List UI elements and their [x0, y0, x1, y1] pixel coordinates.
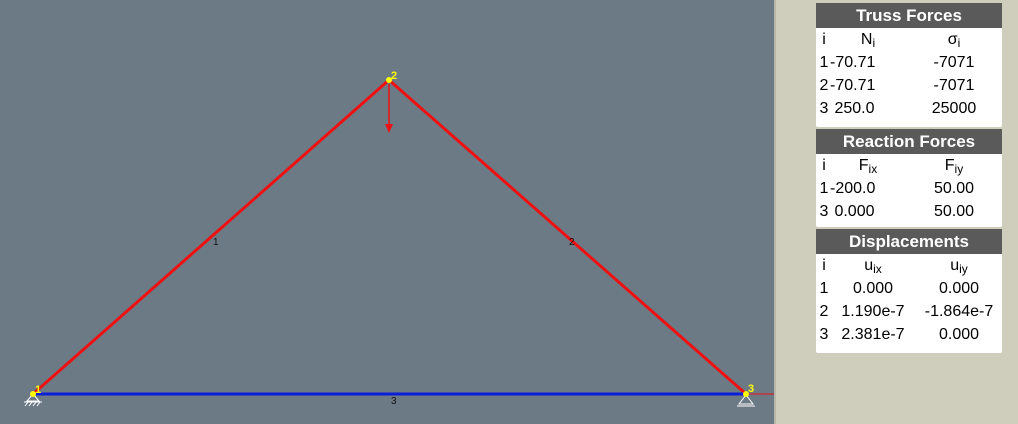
table-row: 3 2.381e-7 0.000	[819, 326, 980, 343]
member-1[interactable]	[32, 78, 390, 396]
table-row: 3 0.000 50.00	[819, 203, 975, 220]
table-row: 2 -70.71 -7071	[819, 77, 975, 94]
node-3[interactable]	[743, 391, 749, 397]
member-label-2: 2	[569, 237, 575, 248]
table-row: 1 0.000 0.000	[819, 280, 980, 297]
node-label-1: 1	[35, 384, 41, 396]
node-2[interactable]	[386, 77, 392, 83]
member-label-1: 1	[213, 237, 219, 248]
pin-support-icon	[24, 393, 42, 407]
table-header-row: i Ni σi	[816, 28, 1002, 51]
col-header-uix: uix	[864, 257, 882, 276]
load-arrow-down-icon	[385, 84, 393, 133]
truss-forces-table: i Ni σi 1 -70.71 -7071 2 -70.71 -7071 3 …	[816, 28, 1002, 120]
node-1[interactable]	[30, 391, 36, 397]
col-header-i: i	[822, 157, 826, 174]
col-header-axial-force: Ni	[860, 31, 876, 50]
table-row: 2 1.190e-7 -1.864e-7	[819, 303, 994, 320]
table-row: 3 250.0 25000	[819, 100, 977, 117]
displacements-table: i uix uiy 1 0.000 0.000 2 1.190e-7 -1.86…	[816, 254, 1002, 346]
truss-canvas[interactable]: 1 2 3 1 2 3	[0, 0, 774, 424]
member-label-3: 3	[391, 396, 397, 407]
displacements-title: Displacements	[816, 229, 1002, 254]
roller-support-icon	[737, 394, 755, 407]
col-header-i: i	[822, 257, 826, 274]
truss-forces-panel: Truss Forces i Ni σi 1 -70.71 -7071 2 -7…	[816, 3, 1002, 127]
reaction-forces-table: i Fix Fiy 1 -200.0 50.00 3 0.000 50.00	[816, 154, 1002, 223]
node-label-3: 3	[748, 383, 754, 395]
table-header-row: i Fix Fiy	[816, 154, 1002, 177]
table-row: 1 -200.0 50.00	[819, 180, 975, 197]
panel-divider	[774, 0, 776, 424]
col-header-fix: Fix	[858, 157, 878, 176]
table-header-row: i uix uiy	[816, 254, 1002, 277]
reaction-forces-title: Reaction Forces	[816, 129, 1002, 154]
col-header-fiy: Fiy	[944, 157, 964, 176]
node-label-2: 2	[391, 70, 397, 82]
col-header-uiy: uiy	[950, 257, 968, 276]
truss-drawing[interactable]: 1 2 3 1 2 3	[0, 0, 774, 424]
col-header-stress: σi	[947, 31, 961, 50]
col-header-i: i	[822, 31, 826, 48]
table-row: 1 -70.71 -7071	[819, 54, 975, 71]
member-2[interactable]	[388, 78, 747, 396]
displacements-panel: Displacements i uix uiy 1 0.000 0.000 2 …	[816, 229, 1002, 353]
truss-forces-title: Truss Forces	[816, 3, 1002, 28]
reaction-forces-panel: Reaction Forces i Fix Fiy 1 -200.0 50.00…	[816, 129, 1002, 227]
